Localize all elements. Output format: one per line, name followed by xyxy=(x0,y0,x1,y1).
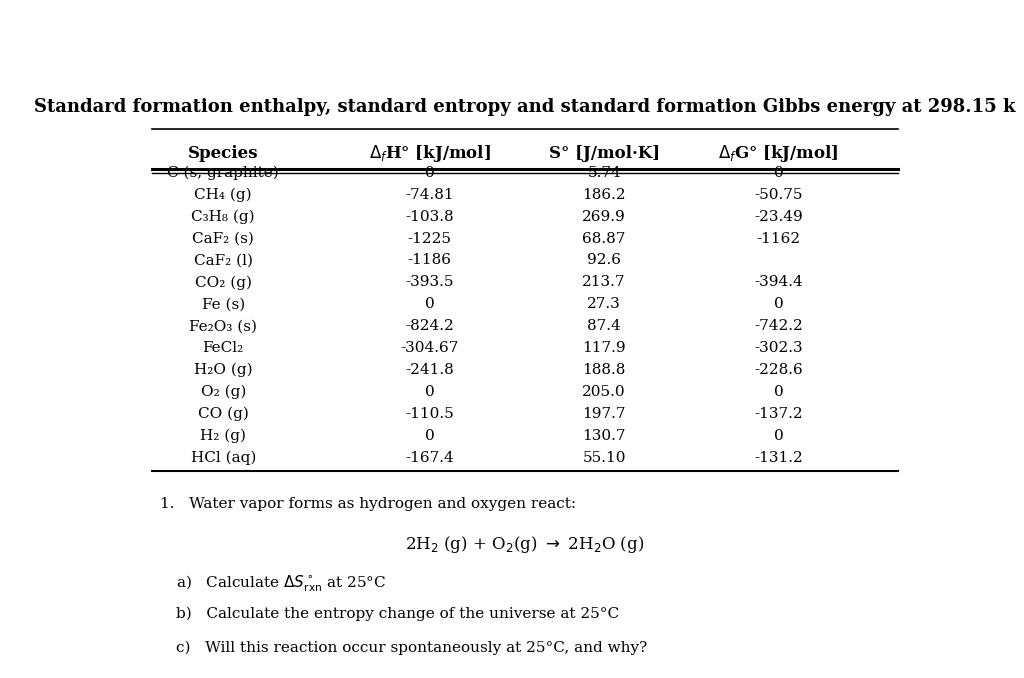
Text: 130.7: 130.7 xyxy=(583,429,626,443)
Text: -824.2: -824.2 xyxy=(406,319,454,333)
Text: -110.5: -110.5 xyxy=(406,407,454,421)
Text: 0: 0 xyxy=(774,429,783,443)
Text: -302.3: -302.3 xyxy=(755,341,803,355)
Text: 5.74: 5.74 xyxy=(588,165,621,180)
Text: 213.7: 213.7 xyxy=(583,275,626,290)
Text: -1162: -1162 xyxy=(757,231,801,245)
Text: FeCl₂: FeCl₂ xyxy=(203,341,244,355)
Text: -228.6: -228.6 xyxy=(755,363,803,377)
Text: -393.5: -393.5 xyxy=(406,275,454,290)
Text: Fe (s): Fe (s) xyxy=(202,297,245,311)
Text: CaF₂ (s): CaF₂ (s) xyxy=(193,231,254,245)
Text: 92.6: 92.6 xyxy=(587,254,622,267)
Text: $\Delta_f$G° [kJ/mol]: $\Delta_f$G° [kJ/mol] xyxy=(719,143,839,164)
Text: 0: 0 xyxy=(774,165,783,180)
Text: -241.8: -241.8 xyxy=(406,363,454,377)
Text: Fe₂O₃ (s): Fe₂O₃ (s) xyxy=(189,319,257,333)
Text: -394.4: -394.4 xyxy=(755,275,803,290)
Text: H₂O (g): H₂O (g) xyxy=(194,363,253,377)
Text: CH₄ (g): CH₄ (g) xyxy=(195,187,252,202)
Text: 197.7: 197.7 xyxy=(583,407,626,421)
Text: 0: 0 xyxy=(774,297,783,311)
Text: c)   Will this reaction occur spontaneously at 25°C, and why?: c) Will this reaction occur spontaneousl… xyxy=(176,641,647,656)
Text: -131.2: -131.2 xyxy=(755,451,803,464)
Text: CO (g): CO (g) xyxy=(198,407,249,421)
Text: 1.   Water vapor forms as hydrogen and oxygen react:: 1. Water vapor forms as hydrogen and oxy… xyxy=(160,498,575,511)
Text: 0: 0 xyxy=(425,165,434,180)
Text: 0: 0 xyxy=(425,429,434,443)
Text: CO₂ (g): CO₂ (g) xyxy=(195,275,252,290)
Text: 27.3: 27.3 xyxy=(588,297,621,311)
Text: HCl (aq): HCl (aq) xyxy=(190,451,256,465)
Text: b)   Calculate the entropy change of the universe at 25°C: b) Calculate the entropy change of the u… xyxy=(176,607,618,622)
Text: 117.9: 117.9 xyxy=(583,341,626,355)
Text: H₂ (g): H₂ (g) xyxy=(201,428,246,443)
Text: 205.0: 205.0 xyxy=(583,385,626,399)
Text: 68.87: 68.87 xyxy=(583,231,626,245)
Text: 87.4: 87.4 xyxy=(588,319,621,333)
Text: C (s, graphite): C (s, graphite) xyxy=(167,165,280,180)
Text: 188.8: 188.8 xyxy=(583,363,626,377)
Text: -74.81: -74.81 xyxy=(406,188,454,201)
Text: S° [J/mol·K]: S° [J/mol·K] xyxy=(549,145,659,162)
Text: -742.2: -742.2 xyxy=(755,319,803,333)
Text: 0: 0 xyxy=(425,297,434,311)
Text: O₂ (g): O₂ (g) xyxy=(201,385,246,399)
Text: 269.9: 269.9 xyxy=(583,210,626,224)
Text: -23.49: -23.49 xyxy=(755,210,803,224)
Text: 0: 0 xyxy=(425,385,434,399)
Text: -167.4: -167.4 xyxy=(406,451,454,464)
Text: -137.2: -137.2 xyxy=(755,407,803,421)
Text: Species: Species xyxy=(188,145,258,162)
Text: Standard formation enthalpy, standard entropy and standard formation Gibbs energ: Standard formation enthalpy, standard en… xyxy=(34,98,1016,116)
Text: a)   Calculate $\Delta S^\circ_{\mathrm{rxn}}$ at 25°C: a) Calculate $\Delta S^\circ_{\mathrm{rx… xyxy=(176,573,386,594)
Text: CaF₂ (l): CaF₂ (l) xyxy=(194,254,253,267)
Text: $\Delta_f$H° [kJ/mol]: $\Delta_f$H° [kJ/mol] xyxy=(369,143,490,164)
Text: -1186: -1186 xyxy=(408,254,452,267)
Text: -1225: -1225 xyxy=(408,231,452,245)
Text: 186.2: 186.2 xyxy=(583,188,626,201)
Text: -304.67: -304.67 xyxy=(400,341,459,355)
Text: C₃H₈ (g): C₃H₈ (g) xyxy=(191,210,255,224)
Text: 55.10: 55.10 xyxy=(583,451,626,464)
Text: -103.8: -103.8 xyxy=(406,210,454,224)
Text: 2H$_2$ (g) + O$_2$(g) $\rightarrow$ 2H$_2$O (g): 2H$_2$ (g) + O$_2$(g) $\rightarrow$ 2H$_… xyxy=(406,534,644,555)
Text: 0: 0 xyxy=(774,385,783,399)
Text: -50.75: -50.75 xyxy=(755,188,803,201)
